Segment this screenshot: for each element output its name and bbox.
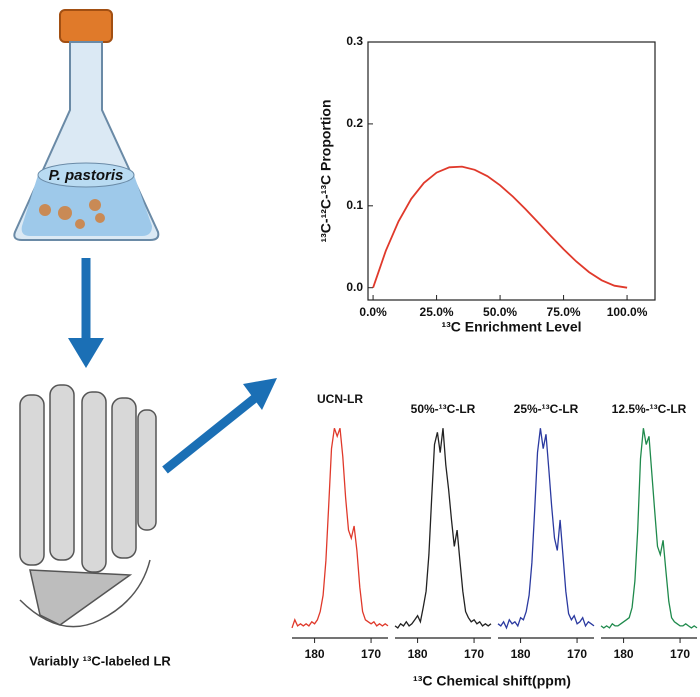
series-label: 12.5%-¹³C-LR	[612, 402, 687, 416]
spectrum	[291, 427, 389, 629]
series-label: 50%-¹³C-LR	[411, 402, 476, 416]
y-tick-label: 0.2	[346, 116, 363, 130]
x-tick-label: 180	[305, 647, 325, 661]
x-axis-label: ¹³C Enrichment Level	[441, 319, 581, 335]
x-tick-label: 170	[464, 647, 484, 661]
spectrum	[600, 428, 698, 629]
x-tick-label: 25.0%	[420, 305, 454, 319]
x-tick-label: 0.0%	[359, 305, 387, 319]
plot-frame	[367, 41, 656, 301]
y-tick-label: 0.1	[346, 198, 363, 212]
y-tick-label: 0.3	[346, 34, 363, 48]
arrows	[68, 258, 277, 474]
protein	[19, 384, 157, 628]
spectrum	[497, 428, 595, 630]
x-tick-label: 180	[408, 647, 428, 661]
y-axis-label: ¹³C-¹²C-¹³C Proportion	[318, 99, 334, 242]
series-label: 25%-¹³C-LR	[514, 402, 579, 416]
protein-label: Variably ¹³C-labeled LR	[29, 653, 171, 668]
flask-label: P. pastoris	[49, 167, 124, 184]
x-axis-label: ¹³C Chemical shift(ppm)	[413, 673, 571, 689]
x-tick-label: 180	[614, 647, 634, 661]
series-label: UCN-LR	[317, 392, 363, 406]
flask	[13, 9, 160, 241]
x-tick-label: 75.0%	[547, 305, 581, 319]
x-tick-label: 180	[511, 647, 531, 661]
x-tick-label: 50.0%	[483, 305, 517, 319]
y-tick-label: 0.0	[346, 280, 363, 294]
x-tick-label: 170	[670, 647, 690, 661]
x-tick-label: 100.0%	[607, 305, 648, 319]
spectrum	[394, 428, 492, 629]
curve	[372, 165, 628, 289]
x-tick-label: 170	[567, 647, 587, 661]
x-tick-label: 170	[361, 647, 381, 661]
